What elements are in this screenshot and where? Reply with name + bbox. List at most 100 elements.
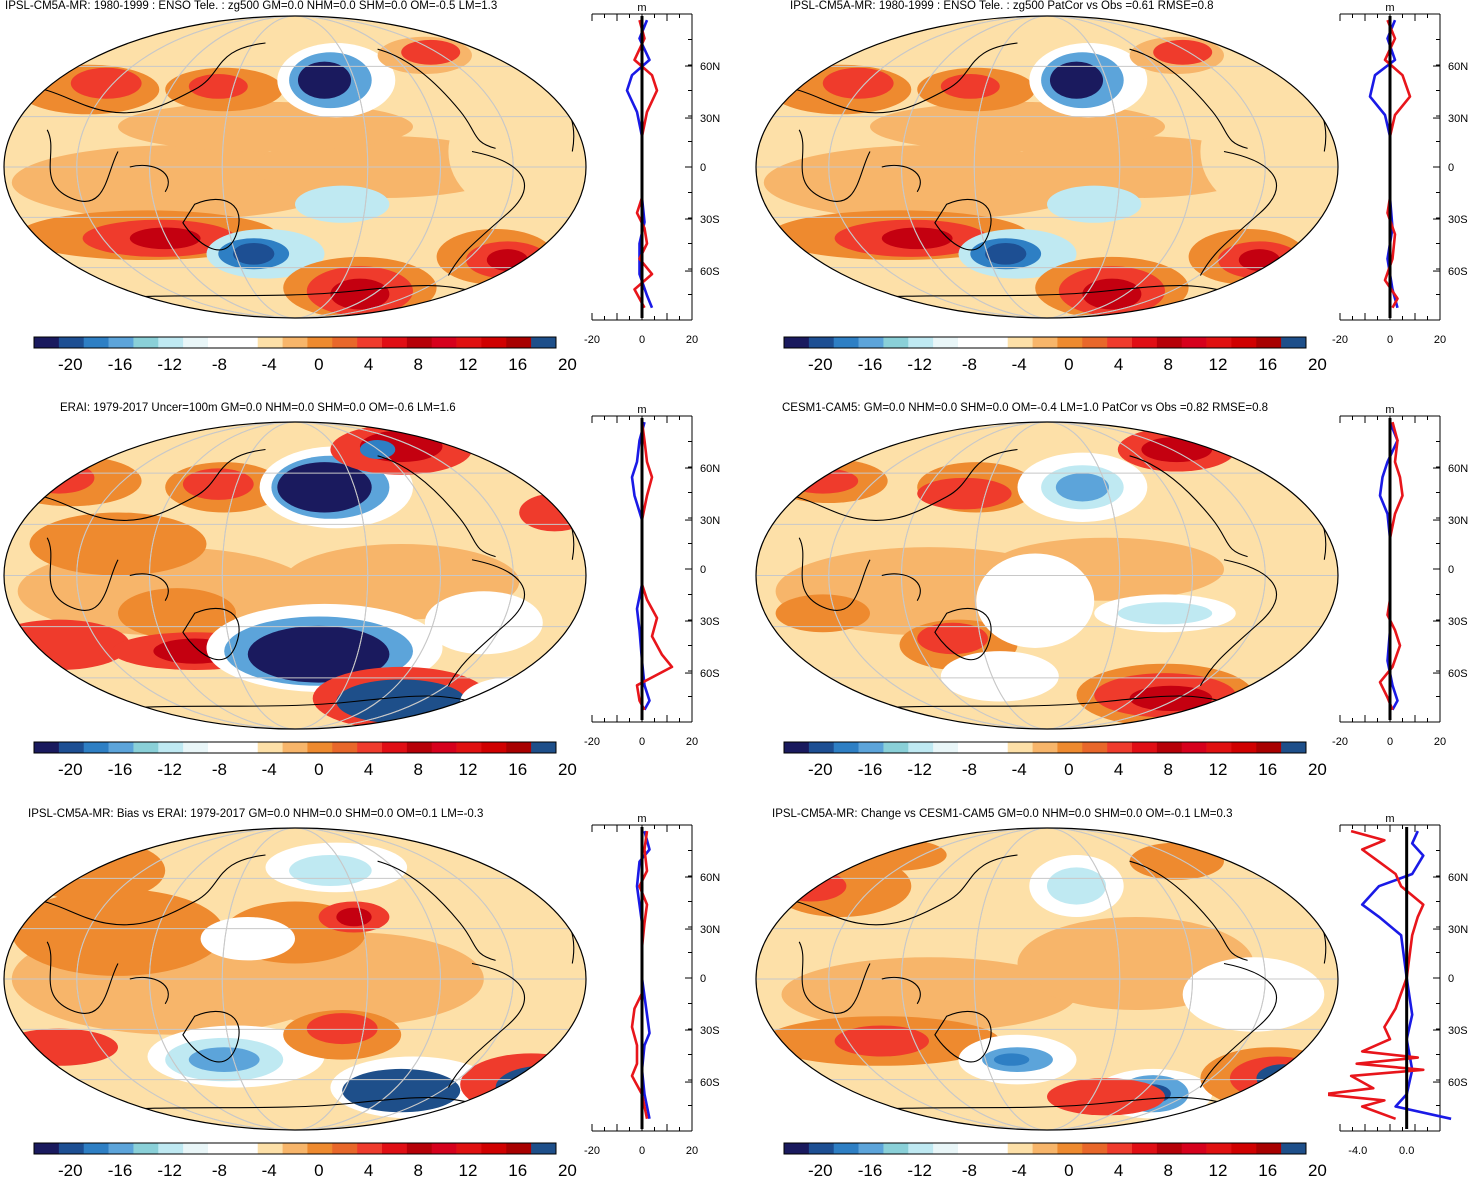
anomaly-region <box>424 591 543 655</box>
lat-label: 60N <box>700 872 720 884</box>
coastline <box>763 448 1018 521</box>
x-tick-label: -20 <box>584 736 600 748</box>
colorbar-swatch <box>382 742 408 753</box>
colorbar-label: -8 <box>212 1161 227 1180</box>
coastline <box>11 42 266 114</box>
colorbar-label: -20 <box>58 1161 83 1180</box>
lat-label: 60S <box>700 266 720 278</box>
colorbar-label: -8 <box>212 355 227 374</box>
colorbar-swatch <box>34 742 60 753</box>
colorbar-label: -12 <box>907 355 932 374</box>
colorbar-swatch <box>1082 337 1108 348</box>
coastline <box>88 695 502 712</box>
anomaly-region <box>1182 957 1325 1032</box>
colorbar-swatch <box>456 1143 482 1154</box>
colorbar-swatch <box>58 337 85 348</box>
colorbar-swatch <box>1231 1143 1257 1154</box>
longitude-line <box>901 828 1193 1130</box>
colorbar-swatch <box>1156 1143 1183 1154</box>
colorbar-swatch <box>1181 337 1207 348</box>
colorbar-label: 4 <box>364 355 373 374</box>
colorbar-swatch <box>908 742 934 753</box>
anomaly-region <box>11 889 225 976</box>
profile-unit: m <box>637 813 646 825</box>
anomaly-region <box>448 89 586 214</box>
colorbar-frame <box>783 741 1307 754</box>
colorbar-label: 16 <box>508 760 527 779</box>
x-tick-label: -4.0 <box>1348 1145 1367 1157</box>
colorbar-label: 12 <box>1209 760 1228 779</box>
anomaly-region <box>247 625 390 683</box>
anomaly-region <box>129 227 201 250</box>
colorbar-frame <box>33 336 557 349</box>
anomaly-region <box>781 957 1077 1032</box>
colorbar-label: 16 <box>1258 1161 1277 1180</box>
colorbar-swatch <box>158 1143 184 1154</box>
anomaly-region <box>1129 842 1224 880</box>
coastline <box>182 1011 240 1063</box>
anomaly-region <box>1200 89 1338 214</box>
colorbar-label: -8 <box>962 1161 977 1180</box>
colorbar-label: 20 <box>1308 355 1327 374</box>
coastline <box>182 199 240 251</box>
anomaly-region <box>1082 278 1142 310</box>
x-tick-label: 0 <box>639 736 645 748</box>
colorbar-swatch <box>1082 1143 1108 1154</box>
anomaly-region <box>483 685 555 718</box>
colorbar-label: 0 <box>1064 1161 1073 1180</box>
coastline <box>763 854 1018 926</box>
colorbar-label: 16 <box>508 355 527 374</box>
anomaly-region <box>1049 61 1104 99</box>
profile-unit: m <box>1385 404 1394 416</box>
colorbar-label: -8 <box>962 355 977 374</box>
colorbar-swatch <box>784 742 810 753</box>
model-profile-line <box>635 421 674 711</box>
colorbar-swatch <box>1256 742 1282 753</box>
lat-label: 30N <box>700 113 720 125</box>
colorbar-label: -4 <box>262 355 277 374</box>
colorbar-swatch <box>1057 337 1083 348</box>
colorbar: -20 -16 -12 -8 -4 0 4 8 12 16 20 <box>783 741 1327 779</box>
lat-label: 30S <box>1448 1025 1468 1037</box>
coastline <box>377 860 496 961</box>
colorbar-swatch <box>808 742 835 753</box>
colorbar-label: -16 <box>858 355 883 374</box>
anomaly-region <box>1229 1056 1325 1100</box>
map-outline <box>755 15 1339 319</box>
colorbar: -20 -16 -12 -8 -4 0 4 8 12 16 20 <box>783 336 1327 374</box>
colorbar-label: 20 <box>558 1161 577 1180</box>
panel-erai: ERAI: 1979-2017 Uncer=100m GM=0.0 NHM=0.… <box>0 402 741 795</box>
x-tick-label: -20 <box>584 1145 600 1157</box>
lat-label: 30N <box>1448 924 1468 936</box>
colorbar-swatch <box>1181 742 1207 753</box>
colorbar-swatch <box>858 742 884 753</box>
coastline <box>46 537 119 611</box>
colorbar-swatch <box>784 337 810 348</box>
colorbar-label: 20 <box>558 355 577 374</box>
colorbar: -20 -16 -12 -8 -4 0 4 8 12 16 20 <box>33 336 577 374</box>
colorbar-swatch <box>208 337 234 348</box>
zonal-profile: m 60N 30N 0 30S 60S -20 0 20 <box>584 2 720 346</box>
map-plot <box>755 421 1339 730</box>
colorbar-label: -4 <box>1012 760 1027 779</box>
colorbar-swatch <box>1132 337 1158 348</box>
colorbar-label: -12 <box>157 760 182 779</box>
colorbar-label: -16 <box>858 1161 883 1180</box>
panel-cesm: CESM1-CAM5: GM=0.0 NHM=0.0 SHM=0.0 OM=-0… <box>742 402 1483 795</box>
lat-label: 60S <box>1448 668 1468 680</box>
lat-label: 60N <box>1448 872 1468 884</box>
anomaly-region <box>297 61 352 99</box>
colorbar-label: 12 <box>1209 1161 1228 1180</box>
panel-ipsl-patcor: IPSL-CM5A-MR: 1980-1999 : ENSO Tele. : z… <box>742 0 1483 393</box>
x-tick-label: 20 <box>1434 736 1446 748</box>
colorbar-label: 12 <box>459 1161 478 1180</box>
anomaly-region <box>188 1047 260 1072</box>
colorbar-swatch <box>108 1143 134 1154</box>
lat-label: 60N <box>1448 463 1468 475</box>
model-profile-line <box>1328 829 1425 1121</box>
anomaly-region <box>787 468 859 494</box>
colorbar: -20 -16 -12 -8 -4 0 4 8 12 16 20 <box>33 741 577 779</box>
colorbar-swatch <box>1032 1143 1058 1154</box>
colorbar-swatch <box>1132 742 1158 753</box>
colorbar-label: 8 <box>414 760 423 779</box>
